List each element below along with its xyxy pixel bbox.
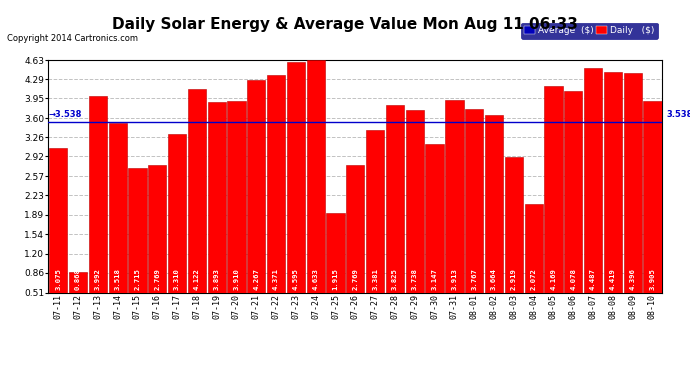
Text: 3.738: 3.738 xyxy=(412,268,417,290)
Text: 4.487: 4.487 xyxy=(590,268,596,290)
Bar xyxy=(188,88,206,321)
Text: 3.075: 3.075 xyxy=(55,268,61,290)
Text: →3.538: →3.538 xyxy=(48,110,81,119)
Text: 2.919: 2.919 xyxy=(511,268,517,290)
Text: 3.825: 3.825 xyxy=(392,268,398,290)
Bar xyxy=(228,100,246,321)
Text: 1.915: 1.915 xyxy=(333,268,339,290)
Text: 3.147: 3.147 xyxy=(431,268,437,290)
Bar xyxy=(346,165,364,321)
Bar xyxy=(643,101,662,321)
Text: 4.169: 4.169 xyxy=(551,268,556,290)
Bar xyxy=(128,168,146,321)
Text: 3.381: 3.381 xyxy=(372,268,378,290)
Text: 2.715: 2.715 xyxy=(135,268,141,290)
Text: 3.910: 3.910 xyxy=(233,268,239,290)
Text: 4.396: 4.396 xyxy=(630,268,635,290)
Bar xyxy=(584,68,602,321)
Bar xyxy=(108,123,127,321)
Text: 4.419: 4.419 xyxy=(610,268,616,290)
Text: 4.633: 4.633 xyxy=(313,268,319,290)
Legend: Average  ($), Daily   ($): Average ($), Daily ($) xyxy=(521,22,658,39)
Bar xyxy=(406,110,424,321)
Bar xyxy=(564,91,582,321)
Text: Copyright 2014 Cartronics.com: Copyright 2014 Cartronics.com xyxy=(7,34,138,43)
Text: Daily Solar Energy & Average Value Mon Aug 11 06:33: Daily Solar Energy & Average Value Mon A… xyxy=(112,17,578,32)
Text: 2.769: 2.769 xyxy=(353,268,358,290)
Bar xyxy=(287,62,305,321)
Text: 4.371: 4.371 xyxy=(273,268,279,290)
Text: 3.310: 3.310 xyxy=(174,268,180,290)
Text: 3.518: 3.518 xyxy=(115,268,121,290)
Bar xyxy=(49,148,68,321)
Text: 2.769: 2.769 xyxy=(155,268,160,290)
Text: 3.767: 3.767 xyxy=(471,268,477,290)
Bar xyxy=(267,75,285,321)
Bar xyxy=(465,109,483,321)
Bar xyxy=(544,86,562,321)
Bar xyxy=(504,156,523,321)
Text: 3.905: 3.905 xyxy=(649,268,656,290)
Text: 2.072: 2.072 xyxy=(531,268,537,290)
Bar xyxy=(208,102,226,321)
Bar xyxy=(604,72,622,321)
Text: 4.267: 4.267 xyxy=(253,268,259,290)
Text: 4.078: 4.078 xyxy=(570,268,576,290)
Text: 0.868: 0.868 xyxy=(75,268,81,290)
Bar xyxy=(306,60,325,321)
Text: 3.893: 3.893 xyxy=(214,268,219,290)
Bar xyxy=(148,165,166,321)
Bar xyxy=(366,130,384,321)
Bar xyxy=(386,105,404,321)
Bar xyxy=(247,81,266,321)
Bar xyxy=(69,272,87,321)
Bar xyxy=(89,96,107,321)
Text: 4.595: 4.595 xyxy=(293,268,299,290)
Bar xyxy=(524,204,543,321)
Text: 3.913: 3.913 xyxy=(451,268,457,290)
Bar xyxy=(326,213,344,321)
Text: 3.664: 3.664 xyxy=(491,268,497,290)
Bar xyxy=(168,135,186,321)
Bar xyxy=(445,100,464,321)
Bar xyxy=(426,144,444,321)
Text: 3.992: 3.992 xyxy=(95,268,101,290)
Bar xyxy=(485,114,503,321)
Text: 4.122: 4.122 xyxy=(194,268,200,290)
Bar xyxy=(624,73,642,321)
Text: 3.538: 3.538 xyxy=(667,110,690,119)
